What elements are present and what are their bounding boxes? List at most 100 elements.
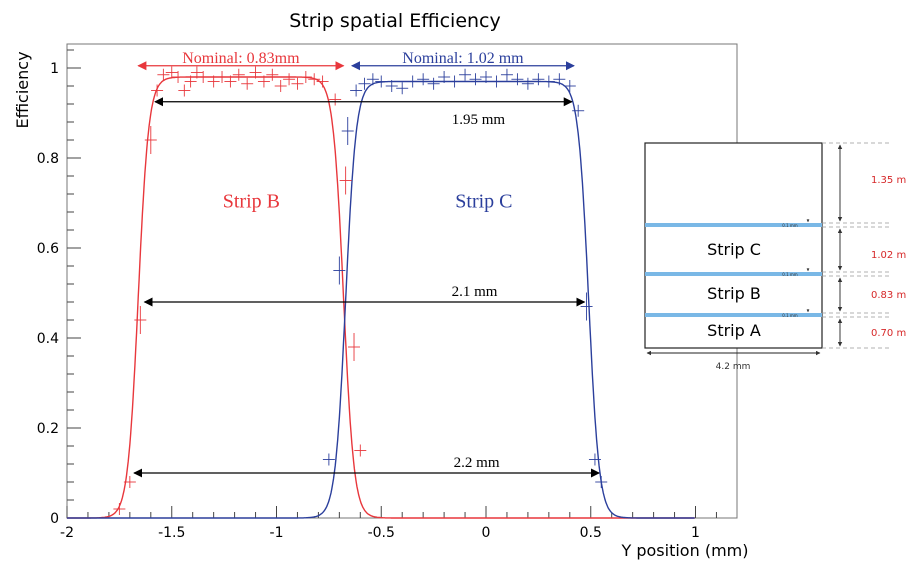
data-point (283, 73, 296, 86)
inset-gap-band-top (645, 223, 822, 227)
x-axis-title: Y position (mm) (621, 541, 749, 560)
data-point (184, 75, 197, 88)
data-point (385, 80, 398, 92)
data-point (350, 84, 363, 97)
strip-layout-inset: Strip C Strip B Strip A 0.1 mm 0.1 mm 0.… (644, 142, 906, 372)
x-tick-label: 0 (482, 525, 491, 541)
data-point (224, 75, 237, 88)
dimension-label: 1.95 mm (452, 112, 506, 128)
data-point (490, 75, 503, 88)
x-tick-label: -1 (270, 525, 284, 541)
data-point (232, 68, 245, 81)
data-point (500, 68, 513, 81)
data-point (151, 84, 164, 97)
y-tick-label: 0 (50, 511, 59, 527)
dimension-label: 2.1 mm (452, 284, 498, 300)
data-point (542, 75, 555, 88)
inset-dim-0-83: 0.83 mm (871, 290, 906, 301)
data-point (257, 75, 270, 88)
data-point (274, 80, 287, 92)
data-point (572, 104, 585, 117)
data-point (157, 68, 170, 81)
inset-extension-lines (822, 142, 890, 349)
data-point (521, 77, 534, 90)
data-point (366, 73, 379, 86)
data-point (553, 73, 566, 86)
data-point (375, 75, 388, 88)
data-point (588, 453, 601, 466)
data-point (241, 77, 254, 90)
data-point (134, 306, 147, 334)
data-point (172, 71, 185, 83)
x-tick-label: 0.5 (580, 525, 602, 541)
data-point (396, 82, 409, 95)
y-tick-label: 1 (50, 61, 59, 77)
axis-ticks (66, 49, 717, 519)
data-point (339, 166, 352, 195)
region-labels: Strip B Strip C (223, 191, 513, 213)
y-tick-label: 0.4 (37, 331, 59, 347)
x-tick-labels: -2 -1.5 -1 -0.5 0 0.5 1 (60, 525, 700, 541)
data-point (216, 71, 229, 83)
data-point (469, 73, 482, 86)
inset-dim-4-2: 4.2 mm (716, 362, 751, 372)
x-tick-label: -2 (60, 525, 74, 541)
data-point (532, 73, 545, 86)
plot-frame (66, 43, 738, 519)
inset-strip-b-label: Strip B (707, 284, 761, 303)
dimension-annotations: Nominal: 0.83mm Nominal: 1.02 mm 1.95 mm 2.… (133, 50, 601, 478)
fit-curves (67, 76, 695, 519)
inset-gap-band-middle (645, 272, 822, 276)
inset-gap-label-top: 0.1 mm (782, 223, 798, 228)
dimension-label: 2.2 mm (454, 455, 500, 471)
y-axis-title: Efficiency (13, 51, 32, 128)
y-tick-label: 0.6 (37, 241, 59, 257)
data-point (480, 71, 492, 83)
data-point (266, 68, 279, 81)
data-point (316, 75, 329, 88)
data-point (459, 68, 472, 81)
data-point (354, 444, 367, 457)
region-label: Strip C (455, 191, 512, 213)
data-point (358, 77, 371, 90)
data-point (595, 476, 608, 488)
data-point (406, 75, 419, 88)
data-point (448, 75, 461, 88)
data-point (580, 292, 593, 321)
data-point (563, 80, 576, 92)
data-point (329, 93, 342, 106)
inset-dim-1-35: 1.35 mm (871, 175, 906, 186)
y-tick-label: 0.8 (37, 151, 59, 167)
data-point (308, 73, 321, 86)
data-point (341, 117, 354, 145)
data-point (197, 71, 210, 83)
data-point (333, 256, 346, 285)
data-point (438, 71, 451, 83)
data-point (113, 503, 126, 515)
fit-curve-strip-b (67, 76, 695, 519)
data-point (427, 77, 440, 90)
inset-strip-a-label: Strip A (707, 321, 761, 340)
inset-dim-0-70: 0.70 mm (871, 328, 906, 339)
dimension-label: Nominal: 0.83mm (182, 50, 300, 67)
inset-gap-label-middle: 0.1 mm (782, 272, 798, 277)
data-point (322, 453, 335, 466)
data-point (178, 84, 191, 97)
region-label: Strip B (223, 191, 280, 213)
inset-strip-c-label: Strip C (707, 240, 761, 259)
inset-dim-1-02: 1.02 mm (871, 250, 906, 261)
data-point (123, 476, 136, 488)
dimension-label: Nominal: 1.02 mm (402, 50, 524, 67)
data-point (348, 333, 361, 361)
data-point (291, 77, 304, 90)
x-tick-label: -0.5 (368, 525, 395, 541)
data-point (144, 126, 157, 154)
chart-title: Strip spatial Efficiency (289, 10, 501, 32)
fit-curve-strip-c (67, 80, 695, 519)
data-point (511, 73, 524, 86)
y-tick-labels: 0 0.2 0.4 0.6 0.8 1 (37, 61, 59, 527)
data-point (207, 75, 220, 88)
inset-gap-band-bottom (645, 313, 822, 317)
x-tick-label: -1.5 (158, 525, 185, 541)
